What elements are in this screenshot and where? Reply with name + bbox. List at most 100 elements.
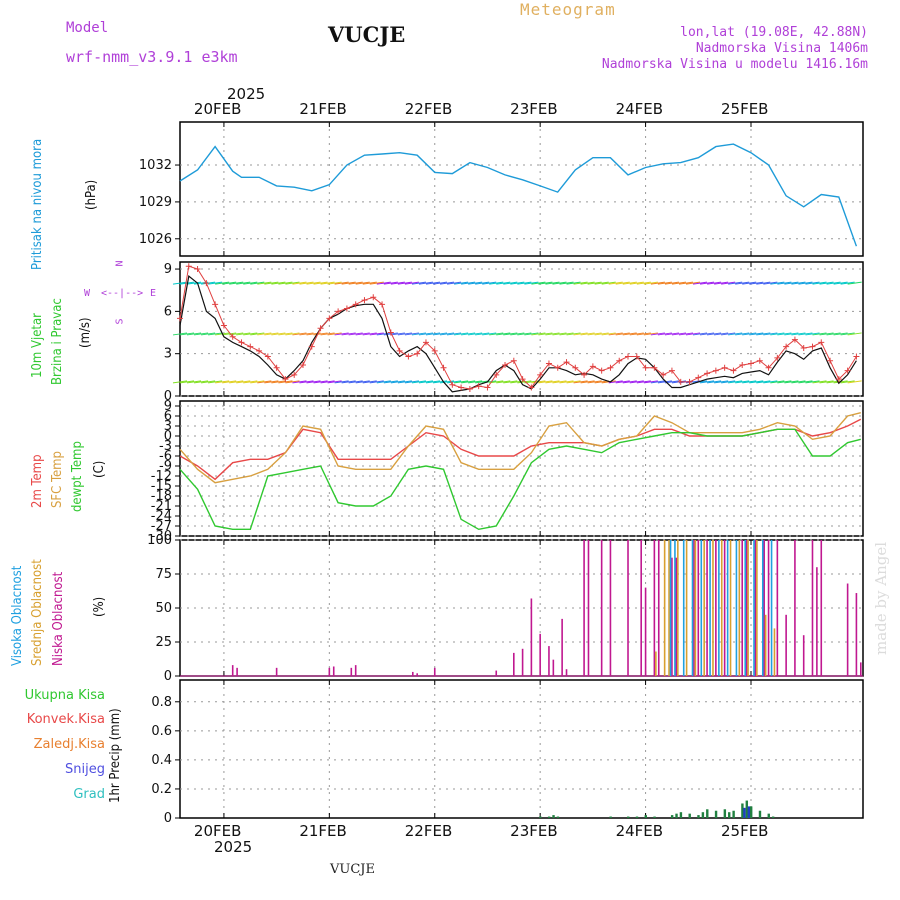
wind-barb [826, 332, 841, 336]
wind-barb [707, 332, 722, 336]
wind-speed-marker [449, 381, 456, 388]
wind-barb [208, 380, 223, 384]
wind-barb [545, 380, 560, 384]
wind-barb [594, 332, 609, 336]
wind-speed-marker [800, 345, 807, 352]
y-tick-label: -3 [159, 439, 172, 454]
total-rain-bar [679, 812, 683, 818]
total-rain-bar [732, 810, 735, 818]
wind-barb [172, 332, 188, 336]
wind-barb [425, 281, 441, 285]
wind-barb [601, 281, 616, 285]
wind-barb [714, 281, 729, 285]
y-tick-label: 0 [164, 811, 172, 826]
wind-barb [229, 281, 244, 285]
wind-barb [222, 332, 237, 336]
y-tick-label: 9 [164, 399, 172, 414]
wind-speed-marker [747, 360, 754, 367]
wind-barb [721, 281, 736, 285]
bottom-date-20FEB: 20FEB [193, 822, 242, 840]
total-rain-bar [627, 816, 630, 818]
total-rain-bar [552, 815, 555, 818]
wind-barb [559, 332, 574, 336]
wind-barb [531, 281, 546, 285]
wind-barb [447, 281, 462, 285]
wind-barb [510, 380, 525, 384]
wind-barb [179, 332, 195, 336]
wind-barb [376, 380, 391, 384]
wind-barb [334, 332, 349, 336]
wind-barb [201, 380, 216, 384]
wind-barb [278, 281, 293, 285]
snow-bar [743, 807, 746, 818]
wind-barb [538, 281, 553, 285]
wind-barb [650, 380, 665, 384]
wind-speed-marker [247, 343, 254, 350]
wind-barb [475, 281, 490, 285]
wind-barb [257, 281, 272, 285]
wind-speed-marker [853, 353, 860, 360]
y-tick-label: 100 [147, 533, 172, 548]
wind-barb [390, 332, 405, 336]
wind-barb [179, 380, 195, 384]
wind-barb [489, 380, 504, 384]
total-rain-bar [539, 816, 542, 818]
top-date-23FEB: 23FEB [510, 100, 558, 118]
wind-barb [447, 380, 462, 384]
wind-barb [341, 281, 356, 285]
wind-barb [840, 281, 855, 285]
wind-barb [770, 281, 785, 285]
wind-barb [685, 332, 701, 336]
wind-barb [671, 332, 687, 336]
wind-barb [418, 281, 434, 285]
wind-barb [496, 332, 511, 336]
wind-speed-marker [484, 384, 491, 391]
y-tick-label: -27 [151, 519, 172, 534]
wind-barb [292, 332, 307, 336]
wind-barb [271, 380, 286, 384]
wind-barb [700, 380, 715, 384]
total-rain-bar [556, 816, 560, 818]
wind-barb [439, 380, 455, 384]
y-tick-label: 0.6 [151, 724, 172, 739]
wind-barb [334, 281, 349, 285]
wind-barb [439, 332, 455, 336]
model-name: wrf-nmm_v3.9.1 e3km [66, 48, 238, 66]
wind-barb [643, 380, 658, 384]
wind-speed-marker [475, 383, 482, 390]
wind-barb [327, 281, 342, 285]
wind-speed-marker [537, 371, 544, 378]
wind-barb [805, 281, 820, 285]
wind-barb [819, 281, 834, 285]
wind-barb [707, 281, 722, 285]
y-tick-label: 0.2 [151, 782, 172, 797]
wind-speed-marker [493, 371, 500, 378]
wind-barb [278, 332, 293, 336]
wind-speed-marker [308, 343, 315, 350]
wind-barb [390, 281, 405, 285]
wind-barb [355, 380, 370, 384]
wind-barb [833, 332, 848, 336]
wind-barb [517, 380, 532, 384]
wind-barb [264, 281, 279, 285]
wind-barb [671, 281, 687, 285]
y-tick-label: -15 [151, 479, 172, 494]
wind-speed-marker [343, 305, 350, 312]
y-tick-label: 25 [155, 635, 172, 650]
wind-barb [397, 332, 412, 336]
wind-barb [812, 281, 827, 285]
wind-barb [327, 332, 342, 336]
wind-barb [299, 332, 314, 336]
wind-barb [735, 281, 750, 285]
wind-barb [425, 332, 441, 336]
y-tick-label: -9 [159, 459, 172, 474]
wind-barb [721, 332, 736, 336]
wind-barb [432, 281, 448, 285]
total-rain-bar [635, 816, 639, 818]
wind-barb [798, 380, 813, 384]
wind-barb [411, 332, 427, 336]
wind-barb [250, 281, 265, 285]
wind-barb [348, 380, 363, 384]
wind-speed-marker [827, 357, 834, 364]
wind-speed-marker [317, 325, 324, 332]
